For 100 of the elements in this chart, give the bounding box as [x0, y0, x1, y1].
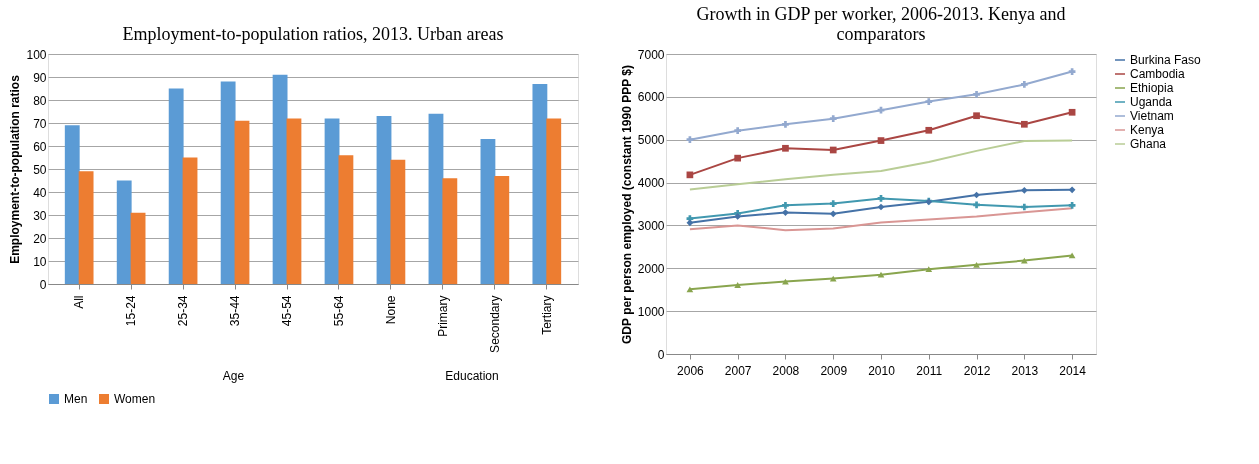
point — [877, 271, 885, 278]
point — [1068, 108, 1076, 116]
x-tick-label: 2011 — [916, 363, 943, 378]
point — [925, 98, 933, 105]
point — [734, 154, 742, 162]
point — [973, 90, 980, 98]
bar — [116, 180, 132, 284]
bar — [182, 157, 198, 284]
x-tick-label: Tertiary — [539, 295, 554, 335]
y-tick-label: 40 — [33, 185, 47, 200]
legend-label: Kenya — [1130, 123, 1165, 137]
point — [829, 210, 837, 218]
text: Age — [222, 369, 245, 383]
point — [1020, 120, 1028, 128]
x-tick-label: 25-34 — [176, 295, 191, 327]
point — [782, 209, 789, 216]
point — [1068, 186, 1076, 194]
bar — [272, 74, 288, 284]
y-axis-title: Employment-to-population ratios — [8, 74, 23, 264]
y-tick-label: 6000 — [637, 90, 665, 105]
legend-label: Cambodia — [1130, 67, 1186, 81]
point — [686, 286, 694, 293]
y-tick-label: 1000 — [637, 304, 665, 319]
point — [1020, 186, 1028, 194]
x-tick-label: None — [383, 295, 398, 325]
point — [973, 261, 980, 268]
point — [686, 136, 694, 144]
y-tick-label: 5000 — [637, 133, 665, 148]
point — [877, 203, 885, 211]
y-tick-label: 10 — [33, 254, 47, 269]
point — [782, 144, 789, 152]
point — [829, 146, 837, 154]
y-tick-label: 3000 — [637, 218, 665, 233]
legend-label: Ghana — [1130, 137, 1167, 151]
x-tick-label: 15-24 — [124, 295, 139, 327]
y-tick-label: 70 — [33, 116, 47, 131]
legend-label: Men — [64, 392, 88, 406]
point — [829, 115, 837, 123]
point — [925, 126, 933, 134]
point — [782, 201, 789, 209]
y-axis-title: GDP per person employed (constant 1990 PPP $) — [619, 65, 634, 344]
bar — [338, 155, 354, 284]
bar — [494, 175, 510, 284]
bar — [532, 83, 548, 284]
y-tick-label: 0 — [657, 347, 665, 362]
x-tick-label: 2006 — [677, 363, 705, 378]
point — [1068, 201, 1076, 209]
point — [829, 200, 837, 207]
point — [782, 120, 789, 128]
bar — [64, 125, 80, 284]
bar — [220, 81, 236, 284]
bar — [442, 178, 458, 284]
x-tick-label: 2014 — [1059, 363, 1087, 378]
y-tick-label: 2000 — [637, 261, 665, 276]
legend-label: Women — [114, 392, 156, 406]
legend-label: Vietnam — [1130, 109, 1174, 123]
point — [973, 112, 980, 120]
bar — [286, 118, 302, 284]
point — [734, 127, 742, 135]
bar — [390, 159, 406, 284]
x-tick-label: 35-44 — [228, 295, 243, 327]
x-tick-label: Secondary — [487, 295, 502, 353]
bar — [546, 118, 562, 284]
point — [734, 282, 742, 288]
y-tick-label: 100 — [26, 47, 47, 62]
y-tick-label: 30 — [33, 208, 47, 223]
y-tick-label: 80 — [33, 93, 47, 108]
bar — [234, 120, 250, 284]
y-tick-label: 90 — [33, 70, 47, 85]
x-tick-label: 2012 — [963, 363, 991, 378]
y-tick-label: 7000 — [637, 47, 665, 62]
line-series — [688, 139, 1074, 191]
point — [1068, 68, 1076, 75]
y-tick-label: 4000 — [637, 176, 665, 191]
chart-title: Employment-to-population ratios, 2013. Urban areas — [122, 24, 504, 44]
chart-title: Growth in GDP per worker, 2006-2013. Kenya and comparators — [696, 4, 1066, 44]
point — [877, 137, 885, 144]
y-tick-label: 60 — [33, 139, 47, 154]
x-tick-label: 2008 — [772, 363, 800, 378]
bar — [428, 113, 444, 284]
text: Education — [445, 369, 499, 383]
legend-label: Burkina Faso — [1130, 53, 1202, 67]
point — [1020, 203, 1028, 211]
bar — [168, 88, 184, 284]
point — [1020, 81, 1028, 88]
x-tick-label: 2009 — [820, 363, 848, 378]
y-tick-label: 50 — [33, 162, 47, 177]
x-tick-label: 45-54 — [280, 295, 295, 327]
point — [925, 266, 933, 273]
point — [973, 201, 980, 209]
x-tick-label: 2013 — [1011, 363, 1039, 378]
x-tick-label: 2007 — [724, 363, 752, 378]
x-tick-label: All — [72, 295, 87, 309]
x-tick-label: 2010 — [868, 363, 896, 378]
bar — [130, 212, 146, 284]
y-tick-label: 0 — [39, 277, 47, 292]
y-tick-label: 20 — [33, 231, 47, 246]
x-tick-label: 55-64 — [331, 295, 346, 327]
legend-label: Uganda — [1130, 95, 1173, 109]
bar — [78, 171, 94, 284]
